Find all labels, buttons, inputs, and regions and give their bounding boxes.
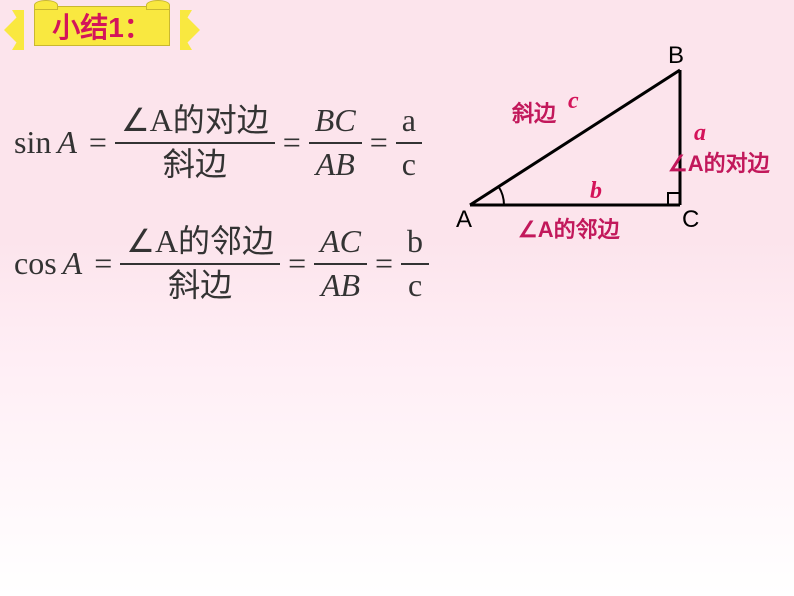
label-hypotenuse: 斜边	[512, 96, 556, 128]
sin-frac2-num: BC	[309, 100, 362, 142]
side-c: c	[568, 88, 579, 115]
cos-func: cos	[14, 245, 57, 282]
sin-var: A	[57, 124, 77, 161]
cos-frac3-num: b	[401, 221, 429, 263]
ribbon-curl-left	[34, 0, 58, 10]
cos-frac3: b c	[401, 221, 429, 306]
ribbon-left-tail	[4, 10, 24, 50]
ribbon-right-tail	[180, 10, 200, 50]
vertex-C: C	[682, 206, 699, 234]
ribbon-title: 小结1：	[52, 6, 152, 46]
cos-frac1-num: ∠A的邻边	[120, 221, 280, 263]
sin-frac1-den: 斜边	[157, 144, 233, 186]
eq-sign: =	[283, 124, 301, 161]
eq-sign: =	[89, 124, 107, 161]
vertex-A: A	[456, 206, 472, 234]
ribbon-body: 小结1：	[34, 6, 170, 46]
eq-sign: =	[370, 124, 388, 161]
eq-sign: =	[288, 245, 306, 282]
sin-frac2: BC AB	[309, 100, 362, 185]
label-adjacent: ∠A的邻边	[518, 212, 620, 244]
sin-func: sin	[14, 124, 51, 161]
sin-frac1-num: ∠A的对边	[115, 100, 275, 142]
cos-frac2-num: AC	[314, 221, 367, 263]
cos-frac2: AC AB	[314, 221, 367, 306]
formula-cos: cos A = ∠A的邻边 斜边 = AC AB = b c	[14, 221, 431, 306]
cos-frac1: ∠A的邻边 斜边	[120, 221, 280, 306]
formula-sin: sin A = ∠A的对边 斜边 = BC AB = a c	[14, 100, 431, 185]
triangle-diagram: B A C 斜边 c a ∠A的对边 b ∠A的邻边	[450, 40, 780, 260]
cos-frac2-den: AB	[315, 265, 366, 307]
cos-frac1-den: 斜边	[162, 265, 238, 307]
eq-sign: =	[375, 245, 393, 282]
formula-block: sin A = ∠A的对边 斜边 = BC AB = a c cos A = ∠…	[14, 100, 431, 342]
eq-sign: =	[94, 245, 112, 282]
sin-frac1: ∠A的对边 斜边	[115, 100, 275, 185]
sin-frac2-den: AB	[310, 144, 361, 186]
ribbon-curl-right	[146, 0, 170, 10]
side-a: a	[694, 120, 706, 147]
vertex-B: B	[668, 42, 684, 70]
sin-frac3-den: c	[396, 144, 422, 186]
sin-frac3: a c	[396, 100, 422, 185]
cos-var: A	[63, 245, 83, 282]
label-opposite: ∠A的对边	[668, 146, 770, 178]
ribbon-banner: 小结1：	[12, 4, 192, 50]
cos-frac3-den: c	[402, 265, 428, 307]
side-b: b	[590, 178, 602, 205]
sin-frac3-num: a	[396, 100, 422, 142]
